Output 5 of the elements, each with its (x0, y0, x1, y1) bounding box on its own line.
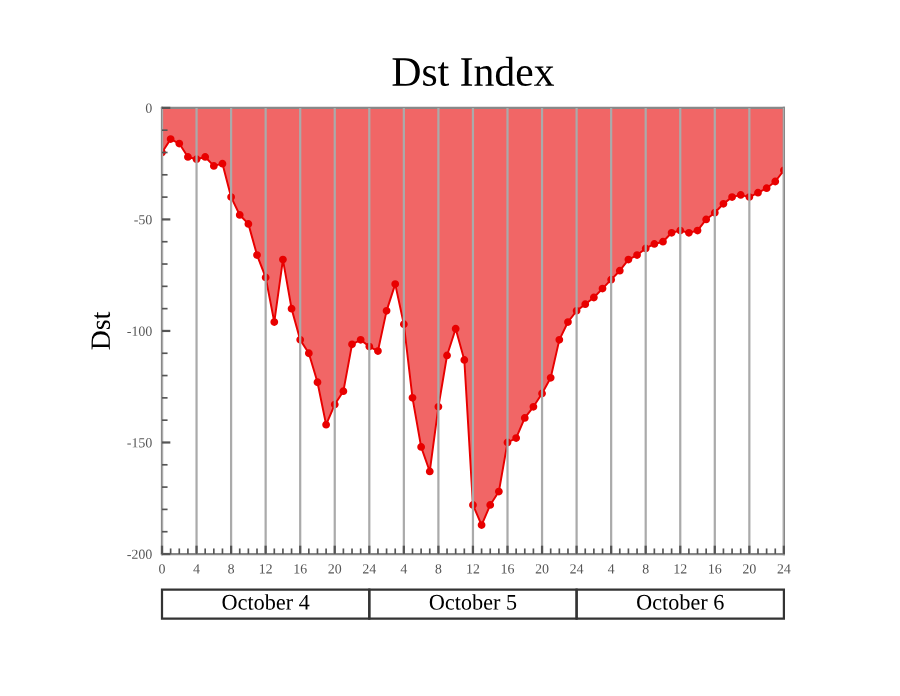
text: October 4 (222, 594, 310, 610)
y-axis-title: Dst (91, 311, 111, 350)
chart-title: Dst Index (392, 56, 555, 87)
text: October 5 (429, 594, 517, 610)
text: October 6 (637, 594, 724, 610)
